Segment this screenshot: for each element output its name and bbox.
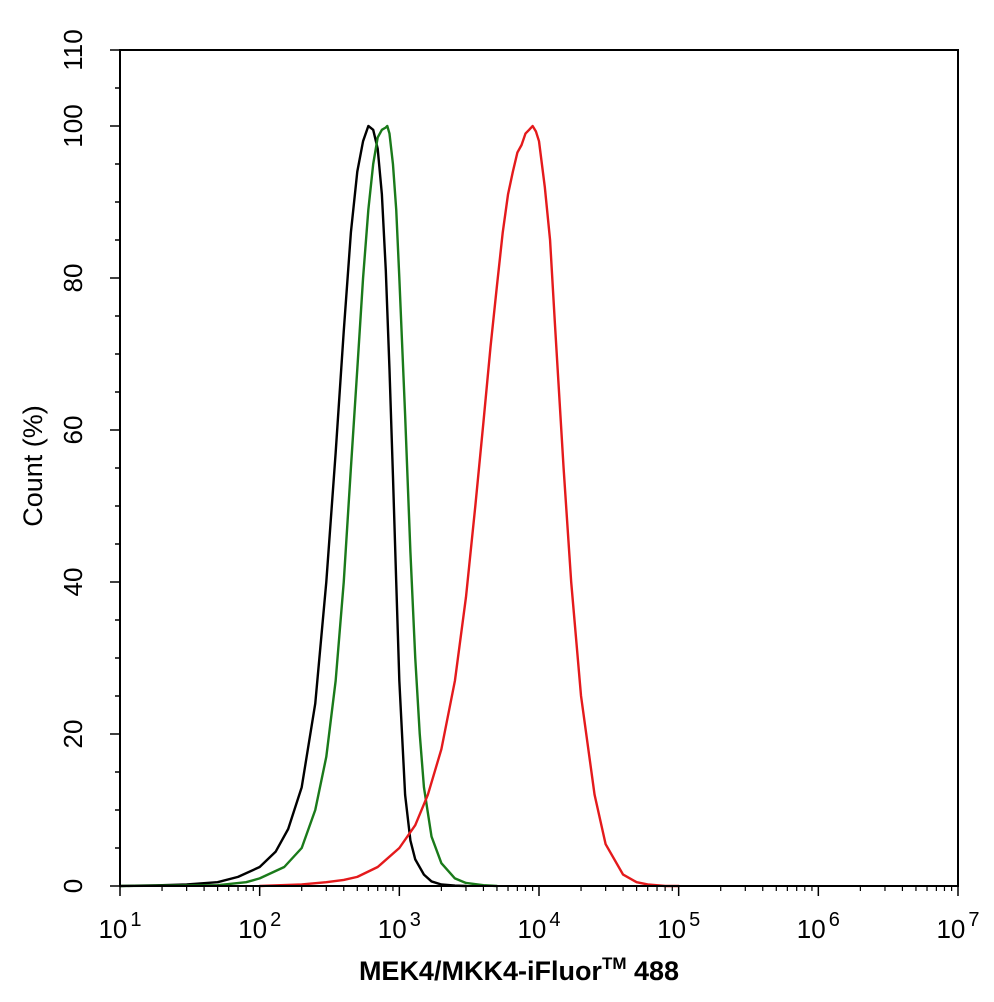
x-tick-label: 10 1 bbox=[98, 909, 141, 944]
x-tick-base: 10 bbox=[378, 914, 407, 944]
y-axis-title: Count (%) bbox=[18, 405, 48, 527]
y-tick-label: 80 bbox=[58, 264, 88, 293]
x-tick-label: 10 6 bbox=[797, 909, 840, 944]
x-tick-base: 10 bbox=[98, 914, 127, 944]
x-tick-exponent: 3 bbox=[410, 909, 421, 931]
x-tick-exponent: 5 bbox=[689, 909, 700, 931]
x-tick-base: 10 bbox=[238, 914, 267, 944]
y-tick-label: 0 bbox=[58, 879, 88, 893]
plot-frame bbox=[119, 49, 959, 887]
x-tick-label: 10 2 bbox=[238, 909, 281, 944]
x-axis-title-main: MEK4/MKK4-iFluor bbox=[359, 956, 602, 986]
x-tick-base: 10 bbox=[657, 914, 686, 944]
y-tick-label: 110 bbox=[58, 29, 88, 70]
x-axis-title-suffix: 488 bbox=[626, 956, 679, 986]
x-tick-exponent: 2 bbox=[270, 909, 281, 931]
series-line-2 bbox=[118, 124, 499, 888]
series-line-3 bbox=[258, 124, 680, 888]
x-tick-exponent: 1 bbox=[130, 909, 141, 931]
x-axis-title: MEK4/MKK4-iFluorTM 488 bbox=[359, 954, 679, 986]
y-tick-label: 100 bbox=[58, 104, 88, 147]
x-tick-label: 10 7 bbox=[936, 909, 979, 944]
series-layer bbox=[118, 124, 680, 888]
y-tick-label: 40 bbox=[58, 568, 88, 597]
y-tick-label: 60 bbox=[58, 416, 88, 445]
x-tick-label: 10 4 bbox=[517, 909, 560, 944]
x-tick-label: 10 5 bbox=[657, 909, 700, 944]
x-tick-base: 10 bbox=[936, 914, 965, 944]
x-tick-label: 10 3 bbox=[378, 909, 421, 944]
x-tick-base: 10 bbox=[517, 914, 546, 944]
series-line-1 bbox=[118, 124, 468, 888]
x-tick-exponent: 4 bbox=[549, 909, 560, 931]
x-axis-title-superscript: TM bbox=[602, 954, 627, 973]
x-tick-exponent: 7 bbox=[968, 909, 979, 931]
y-tick-label: 20 bbox=[58, 720, 88, 749]
x-tick-base: 10 bbox=[797, 914, 826, 944]
x-tick-exponent: 6 bbox=[829, 909, 840, 931]
